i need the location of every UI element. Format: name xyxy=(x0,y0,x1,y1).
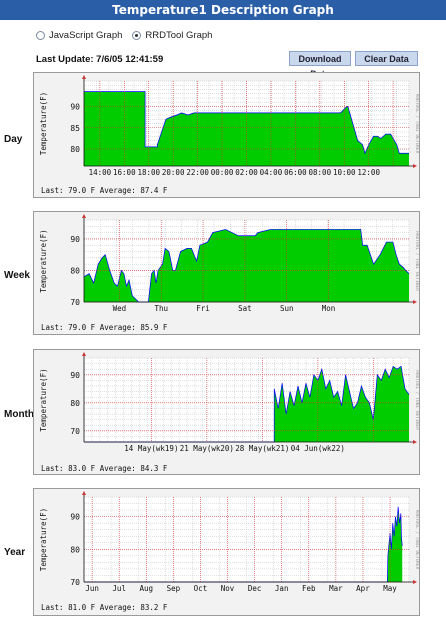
x-tick-label: 28 May(wk21) xyxy=(235,444,289,453)
y-tick-label: 70 xyxy=(70,298,80,307)
x-tick-label: 21 May(wk20) xyxy=(180,444,234,453)
x-tick-label: 20:00 xyxy=(162,168,185,177)
x-tick-label: 12:00 xyxy=(357,168,380,177)
x-tick-label: Oct xyxy=(194,584,208,593)
rrdtool-watermark: RRDTOOL / TOBI OETIKER xyxy=(414,370,420,430)
x-tick-label: May xyxy=(383,584,397,593)
x-tick-label: Apr xyxy=(356,584,370,593)
graph-panel-week: 70 80 90 Wed Thu Fri Sat Sun Mon Temperature(F) RR… xyxy=(33,211,420,335)
y-axis-arrow xyxy=(82,352,86,356)
x-axis-arrow xyxy=(413,580,417,584)
week-stats: Last: 79.0 F Average: 85.9 F xyxy=(41,323,168,332)
x-tick-label: Sun xyxy=(280,304,294,313)
rrdtool-graph-option[interactable]: RRDTool Graph xyxy=(132,30,212,41)
rrdtool-watermark: RRDTOOL / TOBI OETIKER xyxy=(414,231,420,291)
temperature-line xyxy=(83,229,410,303)
javascript-graph-option[interactable]: JavaScript Graph xyxy=(36,30,122,41)
day-stats: Last: 79.0 F Average: 87.4 F xyxy=(41,186,168,195)
x-tick-label: Sat xyxy=(238,304,252,313)
y-axis-arrow xyxy=(82,214,86,218)
y-tick-label: 80 xyxy=(70,266,80,275)
y-axis-label: Temperature(F) xyxy=(39,92,48,155)
graph-panel-year: 70 80 90 Jun Jul Aug Sep Oct Nov Dec Jan Feb Mar Apr M… xyxy=(33,488,420,616)
rrdtool-graph-label: RRDTool Graph xyxy=(145,30,213,41)
x-tick-label: Wed xyxy=(113,304,127,313)
graph-label-week: Week xyxy=(4,270,30,281)
temperature-line xyxy=(84,506,403,583)
graph-type-selector: JavaScript Graph RRDTool Graph xyxy=(36,30,222,41)
year-stats: Last: 81.0 F Average: 83.2 F xyxy=(41,603,168,612)
y-axis-label: Temperature(F) xyxy=(39,229,48,292)
x-tick-label: 18:00 xyxy=(137,168,160,177)
x-axis-arrow xyxy=(413,440,417,444)
y-tick-label: 80 xyxy=(70,545,80,554)
temperature-line xyxy=(84,365,410,443)
x-tick-label: Mon xyxy=(322,304,336,313)
x-tick-label: Dec xyxy=(248,584,262,593)
y-axis-arrow xyxy=(82,75,86,79)
x-tick-label: 02:00 xyxy=(235,168,258,177)
radio-javascript-graph[interactable] xyxy=(36,31,45,40)
x-tick-label: 14 May(wk19) xyxy=(124,444,178,453)
day-chart: 80 85 90 14:00 16:00 18:00 20:00 22:00 00:00 02:0… xyxy=(39,75,420,177)
year-chart: 70 80 90 Jun Jul Aug Sep Oct Nov Dec Jan Feb Mar Apr M… xyxy=(39,491,420,593)
download-data-button[interactable]: Download Data xyxy=(289,51,351,79)
rrdtool-watermark: RRDTOOL / TOBI OETIKER xyxy=(414,94,420,154)
x-tick-label: 08:00 xyxy=(309,168,332,177)
y-tick-label: 85 xyxy=(70,124,80,133)
graph-panel-month: 70 80 90 14 May(wk19) 21 May(wk20) 28 May(wk2… xyxy=(33,349,420,475)
y-tick-label: 90 xyxy=(70,371,80,380)
x-tick-label: 04:00 xyxy=(260,168,283,177)
x-tick-label: Aug xyxy=(140,584,154,593)
month-stats: Last: 83.0 F Average: 84.3 F xyxy=(41,464,168,473)
clear-data-button[interactable]: Clear Data xyxy=(355,51,418,66)
x-tick-label: Sep xyxy=(167,584,181,593)
graph-label-day: Day xyxy=(4,134,23,145)
y-axis-label: Temperature(F) xyxy=(39,368,48,431)
week-chart: 70 80 90 Wed Thu Fri Sat Sun Mon Temperature(F) RR… xyxy=(39,214,420,313)
x-axis-arrow xyxy=(413,300,417,304)
x-tick-label: Jan xyxy=(275,584,289,593)
y-axis-arrow xyxy=(82,491,86,495)
x-tick-label: Feb xyxy=(302,584,316,593)
graph-label-year: Year xyxy=(4,547,26,558)
y-tick-label: 80 xyxy=(70,145,80,154)
y-tick-label: 90 xyxy=(70,103,80,112)
x-axis-arrow xyxy=(413,164,417,168)
temperature-area xyxy=(84,229,409,302)
y-tick-label: 90 xyxy=(70,513,80,522)
page-title: Temperature1 Description Graph xyxy=(0,0,446,20)
rrdtool-watermark: RRDTOOL / TOBI OETIKER xyxy=(414,510,420,570)
x-tick-label: Jul xyxy=(112,584,126,593)
x-tick-label: Thu xyxy=(154,304,168,313)
javascript-graph-label: JavaScript Graph xyxy=(49,30,123,41)
x-tick-label: 14:00 xyxy=(89,168,112,177)
x-tick-label: 16:00 xyxy=(113,168,136,177)
temperature-area xyxy=(84,91,409,166)
temperature-line xyxy=(84,91,409,155)
y-tick-label: 70 xyxy=(70,578,80,587)
x-tick-label: Nov xyxy=(221,584,235,593)
x-tick-label: 10:00 xyxy=(333,168,356,177)
x-tick-label: 06:00 xyxy=(284,168,307,177)
x-tick-label: Fri xyxy=(196,304,210,313)
y-tick-label: 90 xyxy=(70,235,80,244)
x-tick-label: 04 Jun(wk22) xyxy=(291,444,345,453)
graph-panel-day: 80 85 90 14:00 16:00 18:00 20:00 22:00 00:00 02:0… xyxy=(33,72,420,198)
x-tick-label: 00:00 xyxy=(211,168,234,177)
month-chart: 70 80 90 14 May(wk19) 21 May(wk20) 28 May(wk2… xyxy=(39,352,420,453)
x-tick-label: 22:00 xyxy=(186,168,209,177)
last-update-text: Last Update: 7/6/05 12:41:59 xyxy=(36,54,164,65)
x-tick-label: Jun xyxy=(85,584,99,593)
x-tick-label: Mar xyxy=(329,584,343,593)
radio-rrdtool-graph[interactable] xyxy=(132,31,142,40)
y-axis-label: Temperature(F) xyxy=(39,508,48,571)
y-tick-label: 70 xyxy=(70,427,80,436)
graph-label-month: Month xyxy=(4,409,34,420)
y-tick-label: 80 xyxy=(70,399,80,408)
